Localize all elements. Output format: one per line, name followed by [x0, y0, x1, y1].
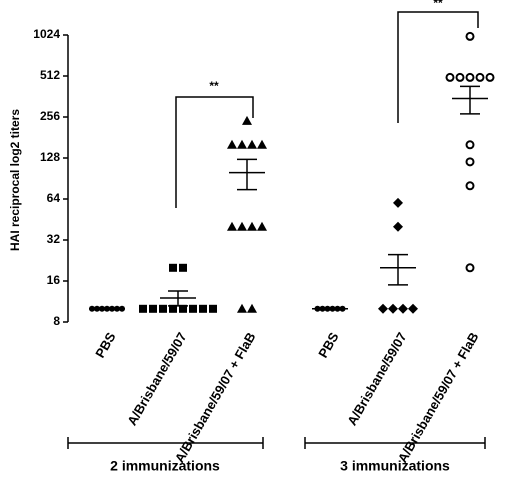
point [378, 303, 388, 314]
y-tick-label: 16 [47, 273, 61, 287]
point [237, 303, 247, 313]
point [237, 221, 247, 231]
group-label: 3 immunizations [340, 458, 450, 474]
point [465, 140, 475, 150]
point [485, 72, 495, 82]
y-tick-label: 8 [53, 314, 60, 328]
significance-label: ** [433, 0, 443, 10]
point [393, 197, 403, 208]
point [169, 304, 177, 313]
point [257, 139, 267, 149]
y-tick-label: 512 [40, 68, 60, 82]
point [139, 304, 147, 313]
point [445, 72, 455, 82]
point [209, 304, 217, 313]
point [242, 115, 252, 125]
point [398, 303, 408, 314]
point [257, 221, 267, 231]
x-tick-label: A/Brisbane/59/07 [124, 330, 189, 428]
x-tick-label: A/Brisbane/59/07 + FlaB [395, 330, 482, 465]
error-bar [388, 253, 408, 286]
x-tick-label: A/Brisbane/59/07 [344, 330, 409, 428]
point [247, 221, 257, 231]
point [247, 139, 257, 149]
y-tick-label: 1024 [33, 27, 60, 41]
point [475, 72, 485, 82]
group-brackets [67, 437, 486, 449]
point [169, 263, 177, 272]
x-tick-label: A/Brisbane/59/07 + FlaB [172, 330, 259, 465]
error-bar [168, 290, 188, 307]
x-tick-label: PBS [315, 329, 342, 360]
point [149, 304, 157, 313]
error-bar [237, 158, 257, 191]
point [227, 221, 237, 231]
point [465, 181, 475, 191]
point [189, 304, 197, 313]
point [465, 157, 475, 167]
point [179, 304, 187, 313]
point [388, 303, 398, 314]
point [247, 303, 257, 313]
y-tick-label: 256 [40, 109, 60, 123]
point [159, 304, 167, 313]
y-axis-label: HAI reciprocal log2 titers [8, 109, 22, 251]
error-bar [460, 85, 480, 115]
significance-label: ** [209, 79, 219, 93]
point [199, 304, 207, 313]
y-tick-label: 64 [47, 191, 61, 205]
point [227, 139, 237, 149]
point [408, 303, 418, 314]
point [465, 31, 475, 41]
y-tick-label: 128 [40, 150, 60, 164]
point [179, 263, 187, 272]
x-tick-label: PBS [92, 329, 119, 360]
point [465, 263, 475, 273]
point [393, 221, 403, 232]
y-tick-label: 32 [47, 232, 61, 246]
point [455, 72, 465, 82]
point [237, 139, 247, 149]
point [465, 72, 475, 82]
significance-brackets [175, 11, 479, 208]
group-label: 2 immunizations [110, 458, 220, 474]
